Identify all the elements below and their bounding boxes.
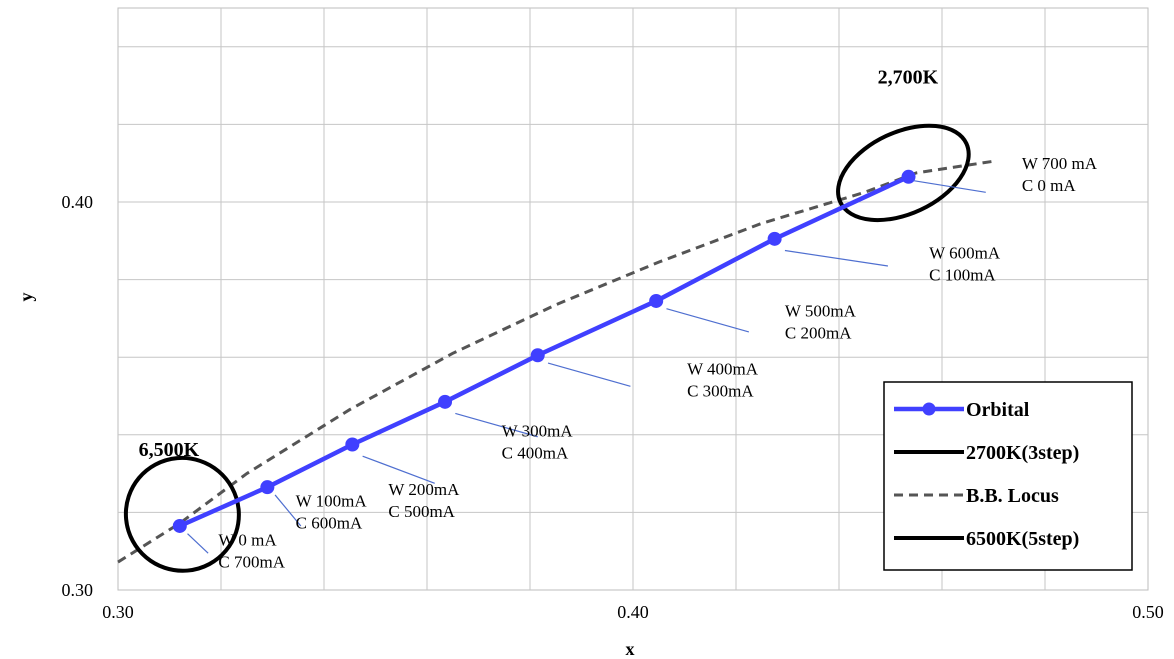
y-axis-label: y xyxy=(16,293,36,302)
orbital-point xyxy=(530,348,545,363)
orbital-point xyxy=(901,169,916,184)
legend-label: 2700K(3step) xyxy=(966,442,1079,464)
current-label: W 300mA xyxy=(502,422,574,441)
current-label: C 600mA xyxy=(296,514,363,533)
legend: Orbital 2700K(3step) B.B. Locus 6500K(5step… xyxy=(883,381,1133,571)
orbital-point xyxy=(438,394,453,409)
cct-label: 2,700K xyxy=(878,67,939,89)
annotations: 2,700K 6,500K W 700 mA C 0 mA W 600mA C 100mA… xyxy=(139,67,1098,572)
y-tick-label: 0.40 xyxy=(62,192,94,212)
leader-line xyxy=(913,180,986,193)
y-tick-label: 0.30 xyxy=(62,580,94,600)
grid xyxy=(117,7,1149,591)
x-tick-label: 0.30 xyxy=(102,602,134,622)
legend-marker xyxy=(922,402,936,416)
legend-label: B.B. Locus xyxy=(966,485,1059,507)
bb-locus-line xyxy=(117,159,994,564)
x-tick-label: 0.50 xyxy=(1132,602,1164,622)
current-label: C 500mA xyxy=(388,502,455,521)
current-label: W 600mA xyxy=(929,243,1001,262)
macadam-ellipse xyxy=(123,455,241,573)
current-label: C 0 mA xyxy=(1022,176,1077,195)
legend-label: 6500K(5step) xyxy=(966,528,1079,550)
current-label: W 100mA xyxy=(296,492,368,511)
leader-line xyxy=(187,533,209,554)
current-label: W 400mA xyxy=(687,360,759,379)
tick-labels: 0.30 0.40 0.50 0.30 0.40 xyxy=(62,192,1164,622)
leader-line xyxy=(666,308,750,333)
current-label: W 200mA xyxy=(388,480,460,499)
current-label: C 100mA xyxy=(929,265,996,284)
current-label: W 500mA xyxy=(785,301,857,320)
x-axis-label: x xyxy=(626,639,635,659)
orbital-point xyxy=(649,293,664,308)
current-label: C 200mA xyxy=(785,323,852,342)
series-layer xyxy=(117,123,994,573)
leader-line xyxy=(784,249,889,267)
leader-line xyxy=(547,362,631,387)
leader-line xyxy=(362,455,435,484)
orbital-point xyxy=(767,231,782,246)
current-label: C 400mA xyxy=(502,444,569,463)
leader-line xyxy=(274,494,302,527)
current-label: C 300mA xyxy=(687,382,754,401)
leader-line xyxy=(455,412,538,438)
current-label: C 700mA xyxy=(218,552,285,571)
orbital-point xyxy=(172,518,187,533)
x-tick-label: 0.40 xyxy=(617,602,649,622)
cct-label: 6,500K xyxy=(139,439,200,461)
macadam-ellipse xyxy=(836,123,971,223)
orbital-line xyxy=(178,174,910,529)
legend-label: Orbital xyxy=(966,399,1030,421)
current-label: W 700 mA xyxy=(1022,154,1098,173)
orbital-point xyxy=(345,437,360,452)
orbital-point xyxy=(260,480,275,495)
current-label: W 0 mA xyxy=(218,530,277,549)
